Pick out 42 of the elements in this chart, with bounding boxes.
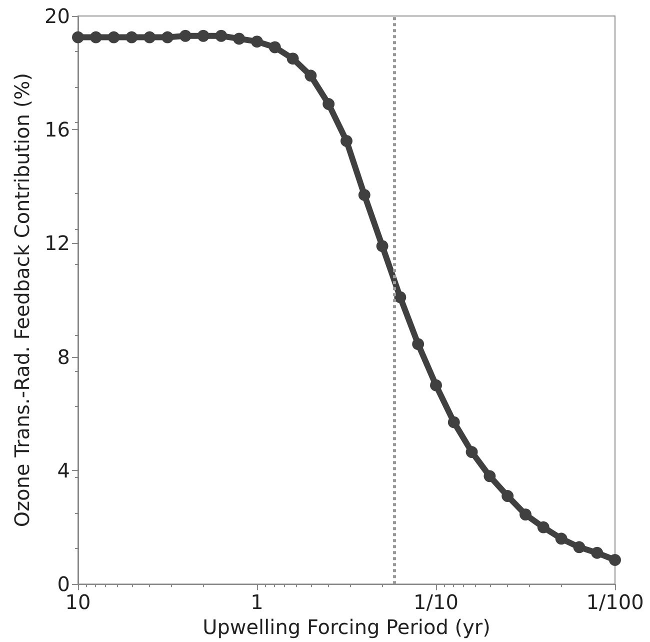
point bbox=[466, 446, 478, 458]
x-tick-label: 10 bbox=[65, 590, 91, 614]
point bbox=[179, 30, 192, 42]
point bbox=[197, 30, 210, 42]
y-tick-label: 8 bbox=[57, 344, 70, 369]
x-tick-label: 1/100 bbox=[586, 590, 644, 614]
point bbox=[144, 31, 156, 44]
point bbox=[448, 416, 460, 428]
point bbox=[340, 134, 353, 147]
point bbox=[286, 52, 299, 65]
point bbox=[376, 240, 388, 252]
point bbox=[215, 30, 228, 42]
point bbox=[555, 532, 568, 545]
point bbox=[126, 31, 138, 44]
point bbox=[430, 379, 442, 392]
point bbox=[162, 31, 174, 44]
point bbox=[502, 490, 514, 502]
y-tick-label: 12 bbox=[44, 231, 70, 256]
point bbox=[573, 541, 586, 554]
point bbox=[90, 31, 102, 44]
y-axis-title: Ozone Trans.-Rad. Feedback Contribution (%) bbox=[10, 72, 34, 528]
y-tick-label: 20 bbox=[44, 4, 70, 28]
point bbox=[520, 508, 532, 521]
point bbox=[322, 98, 335, 110]
point bbox=[358, 188, 370, 201]
point bbox=[484, 470, 496, 482]
x-axis-title: Upwelling Forcing Period (yr) bbox=[202, 615, 490, 639]
point bbox=[72, 31, 84, 44]
point bbox=[537, 521, 550, 534]
y-tick-label: 16 bbox=[44, 118, 70, 142]
point bbox=[251, 36, 263, 48]
point bbox=[591, 546, 604, 559]
point bbox=[394, 291, 406, 304]
point bbox=[609, 554, 621, 566]
point bbox=[412, 338, 424, 350]
x-tick-label: 1 bbox=[250, 590, 264, 614]
x-tick-label: 1/10 bbox=[414, 590, 458, 614]
point bbox=[268, 41, 281, 54]
point bbox=[108, 31, 120, 44]
point bbox=[233, 32, 246, 45]
y-tick-label: 4 bbox=[57, 458, 70, 482]
point bbox=[304, 70, 317, 82]
